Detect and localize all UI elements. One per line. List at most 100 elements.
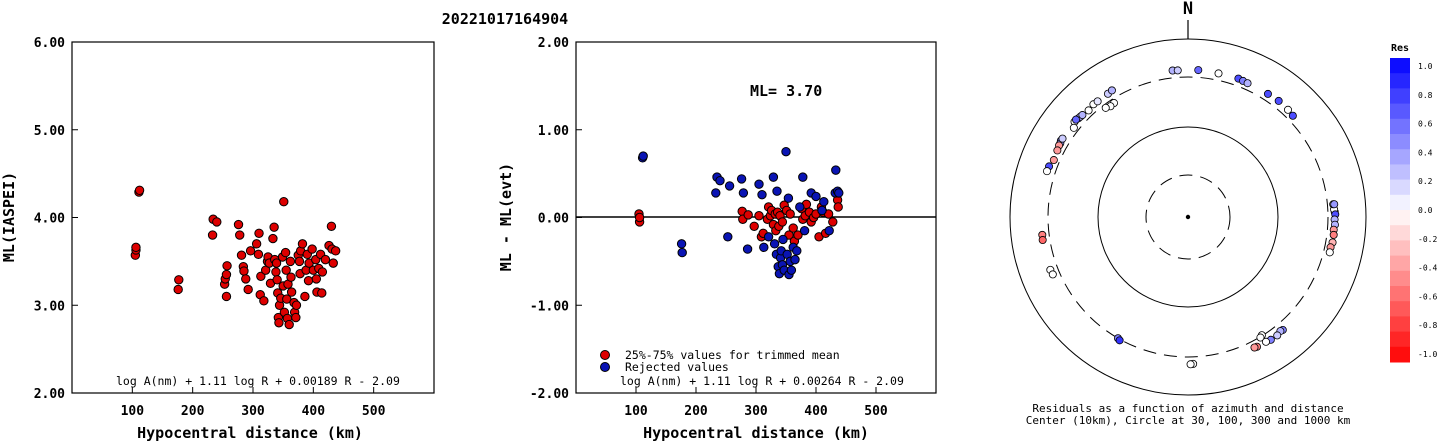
- colorbar-tick-label: -0.6: [1418, 292, 1437, 301]
- legend-label-inrange: 25%-75% values for trimmed mean: [625, 348, 840, 362]
- colorbar-title: Res: [1391, 43, 1409, 54]
- station-marker: [1173, 66, 1182, 75]
- data-point: [274, 318, 284, 328]
- station-marker: [1069, 123, 1078, 132]
- x-tick-label: 100: [121, 404, 145, 419]
- data-point: [307, 244, 317, 254]
- data-point: [317, 267, 328, 277]
- data-point: [284, 319, 294, 330]
- station-marker: [1283, 105, 1292, 114]
- formula-label: log A(nm) + 1.11 log R + 0.00189 R - 2.0…: [116, 374, 400, 388]
- data-point: [239, 266, 249, 276]
- y-tick-label: 0.00: [538, 212, 569, 227]
- station-marker: [1214, 69, 1223, 78]
- colorbar-cell: [1390, 134, 1410, 150]
- data-point: [326, 221, 337, 231]
- polar-caption-line1: Residuals as a function of azimuth and d…: [1032, 402, 1343, 415]
- station-marker: [1038, 236, 1047, 245]
- colorbar-tick-label: 0.4: [1418, 148, 1433, 157]
- data-point: [286, 287, 297, 297]
- data-point: [754, 179, 764, 189]
- data-point: [280, 247, 291, 258]
- colorbar-tick-label: -1.0: [1418, 350, 1437, 359]
- x-tick-label: 400: [302, 404, 326, 419]
- y-axis-label: ML(IASPEI): [0, 172, 18, 262]
- x-tick-label: 500: [362, 404, 386, 419]
- data-point: [795, 202, 805, 212]
- north-label: N: [1183, 0, 1193, 19]
- data-point: [173, 284, 183, 295]
- data-point: [207, 230, 218, 240]
- data-point: [291, 300, 302, 310]
- station-marker: [1325, 248, 1334, 257]
- chart-residual-vs-distance: 100 200 300 400 500 -2.00 -1.00 0.00 1.00 2.00 ML…: [497, 36, 937, 441]
- station-marker: [1107, 86, 1116, 95]
- data-point: [778, 234, 788, 245]
- data-point: [253, 249, 264, 260]
- colorbar-tick-label: 1.0: [1418, 62, 1433, 71]
- station-marker: [1194, 66, 1203, 75]
- colorbar-tick-label: -0.2: [1418, 235, 1437, 244]
- data-point: [271, 258, 282, 268]
- data-point: [676, 239, 687, 249]
- axis-ticks: 100 200 300 400 500 -2.00 -1.00 0.00 1.00 2.00: [530, 36, 888, 419]
- y-tick-label: 2.00: [538, 36, 569, 51]
- colorbar-cell: [1390, 118, 1410, 135]
- y-tick-label: -1.00: [530, 299, 569, 314]
- plot-frame: [71, 41, 435, 394]
- data-point: [271, 267, 281, 277]
- data-point: [833, 202, 843, 212]
- y-tick-label: 5.00: [34, 124, 65, 139]
- data-point: [256, 271, 266, 281]
- colorbar-tick-label: 0.8: [1418, 91, 1433, 100]
- data-point: [743, 210, 753, 220]
- data-point: [259, 296, 269, 306]
- colorbar-cell: [1390, 210, 1410, 226]
- y-tick-label: 1.00: [538, 124, 569, 139]
- data-point: [724, 181, 735, 191]
- data-point: [222, 261, 232, 271]
- data-point: [285, 256, 296, 267]
- data-point: [736, 174, 747, 184]
- data-point: [221, 291, 232, 302]
- data-point: [834, 188, 844, 198]
- data-point: [759, 242, 769, 253]
- data-point: [174, 275, 184, 285]
- data-point: [819, 197, 829, 207]
- station-marker: [1084, 106, 1093, 115]
- data-points: [634, 146, 844, 280]
- data-point: [738, 188, 749, 198]
- data-point: [742, 244, 753, 254]
- data-point: [723, 232, 733, 242]
- colorbar-cell: [1390, 301, 1410, 317]
- station-marker: [1042, 167, 1051, 176]
- data-point: [798, 172, 808, 182]
- legend-marker-rejected: [600, 362, 610, 372]
- data-point: [790, 254, 800, 265]
- colorbar-cell: [1390, 346, 1410, 363]
- station-marker: [1071, 115, 1080, 124]
- colorbar-cell: [1390, 58, 1410, 74]
- x-axis-label: Hypocentral distance (km): [643, 424, 869, 441]
- station-marker: [1329, 230, 1338, 239]
- legend: 25%-75% values for trimmed mean Rejected…: [600, 348, 840, 374]
- station-markers: [1038, 66, 1340, 369]
- ring-30km: [1145, 174, 1231, 260]
- data-point: [241, 274, 251, 284]
- station-marker: [1273, 331, 1282, 340]
- y-tick-label: 4.00: [34, 212, 65, 227]
- ml-annotation: ML= 3.70: [750, 82, 822, 100]
- x-tick-label: 100: [624, 404, 648, 419]
- data-point: [279, 197, 289, 207]
- colorbar-cell: [1390, 270, 1410, 287]
- formula-label: log A(nm) + 1.11 log R + 0.00264 R - 2.0…: [620, 374, 904, 388]
- data-point: [221, 269, 232, 280]
- data-points: [130, 185, 341, 330]
- data-point: [788, 223, 798, 233]
- polar-caption-line2: Center (10km), Circle at 30, 100, 300 an…: [1026, 414, 1351, 427]
- colorbar-cell: [1390, 331, 1410, 348]
- data-point: [799, 225, 810, 236]
- y-tick-label: 3.00: [34, 299, 65, 314]
- ring-1000km: [1009, 38, 1367, 396]
- station-marker: [1250, 343, 1259, 352]
